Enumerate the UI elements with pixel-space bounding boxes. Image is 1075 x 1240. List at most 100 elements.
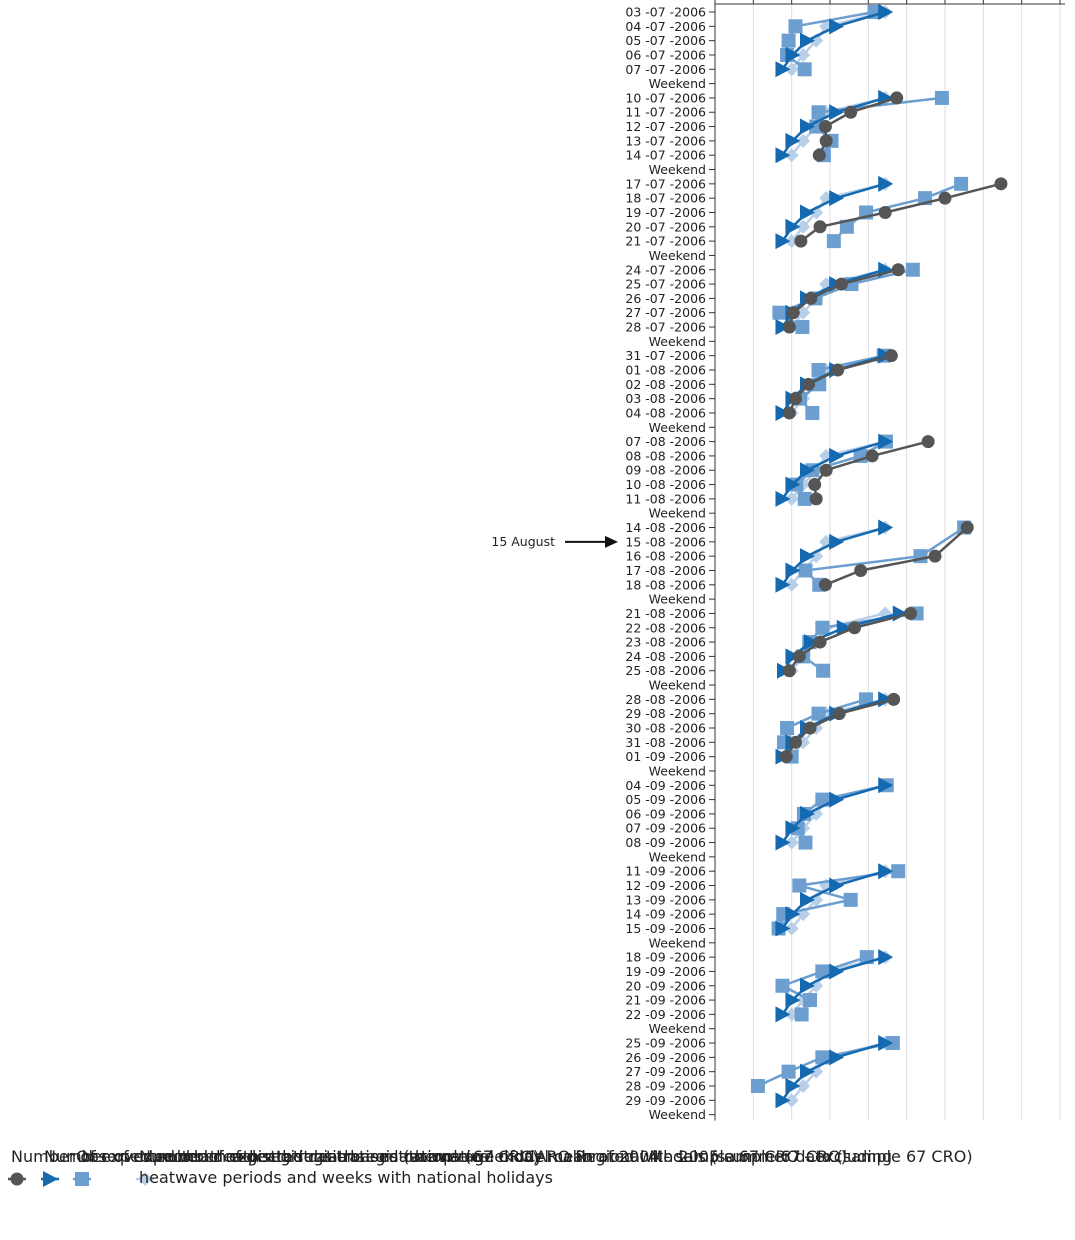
x-tick-label: 04 -07 -2006 [625,19,706,34]
data-point-s2 [792,878,807,893]
data-point-s3 [878,1035,894,1052]
x-tick-label: 31 -07 -2006 [625,348,706,363]
x-tick-label: 17 -07 -2006 [625,176,706,191]
data-point-s4 [786,306,800,320]
data-point-s2 [781,33,796,48]
data-point-s2 [891,864,906,879]
data-point-s2 [788,19,803,34]
x-tick-label: 27 -09 -2006 [625,1064,706,1079]
data-point-s3 [785,476,801,493]
x-tick-label: 28 -08 -2006 [625,692,706,707]
data-point-s3 [829,18,845,35]
x-tick-label: Weekend [649,1107,706,1122]
data-point-s4 [844,105,858,119]
data-point-s3 [800,891,815,908]
x-tick-label: 21 -09 -2006 [625,993,706,1008]
data-point-s3 [829,963,845,980]
data-point-s3 [878,949,894,966]
data-point-s4 [832,707,846,721]
data-point-s3 [800,204,815,221]
x-tick-label: 30 -08 -2006 [625,721,706,736]
x-tick-label: 07 -08 -2006 [625,434,706,449]
data-point-s2 [811,105,826,120]
data-point-s2 [797,491,812,506]
data-point-s3 [775,490,791,507]
legend-label-line: Number of expected death registrations –… [11,1147,847,1166]
x-tick-label: 17 -08 -2006 [625,563,706,578]
x-tick-label: 13 -07 -2006 [625,133,706,148]
data-point-s3 [836,619,852,636]
x-tick-label: Weekend [649,678,706,693]
x-tick-label: 07 -07 -2006 [625,62,706,77]
x-tick-label: 21 -08 -2006 [625,606,706,621]
x-tick-label: 12 -09 -2006 [625,878,706,893]
data-point-s3 [785,820,801,837]
x-tick-label: Weekend [649,763,706,778]
data-point-s3 [803,634,819,651]
data-point-s3 [878,863,894,880]
plot-area: 55050045040035030025020015010003 -07 -20… [8,0,1065,1187]
data-point-s2 [811,706,826,721]
x-tick-label: Weekend [649,935,706,950]
x-tick-label: 15 -08 -2006 [625,534,706,549]
x-tick-label: 26 -07 -2006 [625,291,706,306]
x-tick-label: 11 -09 -2006 [625,864,706,879]
data-point-s3 [775,147,791,164]
data-point-s3 [800,118,815,135]
legend-label-line: Observed number of death registrations (… [76,1147,539,1166]
x-tick-label: Weekend [649,162,706,177]
data-point-s4 [789,735,802,749]
data-point-s3 [785,132,801,149]
x-tick-label: 05 -09 -2006 [625,792,706,807]
x-tick-label: 10 -08 -2006 [625,477,706,492]
data-point-s4 [928,549,942,563]
series-line-2 [804,526,965,586]
data-point-s4 [818,120,832,134]
data-point-s4 [891,263,905,277]
x-tick-label: 11 -08 -2006 [625,491,706,506]
x-tick-label: 24 -08 -2006 [625,649,706,664]
data-point-s3 [800,805,815,822]
data-point-s4 [782,664,796,678]
data-point-s2 [750,1079,765,1093]
legend-label: Observed number of death registrations (… [76,1147,539,1166]
data-point-s2 [775,978,790,993]
data-point-s2 [839,219,854,234]
x-tick-label: 18 -07 -2006 [625,191,706,206]
data-point-s3 [785,562,801,579]
data-point-s4 [802,377,816,391]
data-point-s2 [780,721,795,735]
x-tick-label: 14 -09 -2006 [625,907,706,922]
x-tick-label: Weekend [649,506,706,521]
legend-swatch-marker [10,1172,24,1186]
data-point-s4 [794,234,808,248]
data-point-s3 [800,32,815,49]
data-point-s4 [813,635,827,649]
data-point-s4 [779,750,793,764]
data-point-s3 [829,104,845,121]
x-tick-label: 05 -07 -2006 [625,33,706,48]
data-point-s3 [775,834,791,851]
data-point-s3 [785,906,801,923]
data-point-s3 [878,433,894,450]
data-point-s4 [818,578,832,592]
data-point-s4 [782,320,796,334]
x-tick-label: 16 -08 -2006 [625,549,706,564]
x-tick-label: Weekend [649,849,706,864]
x-tick-label: 15 -09 -2006 [625,921,706,936]
series-line-2 [757,1041,894,1088]
x-tick-label: 29 -08 -2006 [625,706,706,721]
data-point-s2 [797,62,812,77]
data-point-s3 [878,175,894,192]
x-tick-label: 23 -08 -2006 [625,635,706,650]
x-tick-label: 02 -08 -2006 [625,377,706,392]
data-point-s4 [812,148,826,162]
legend-label-line: Number of expected death registrations –… [44,1147,973,1166]
data-point-s3 [800,1063,815,1080]
data-point-s4 [819,134,833,148]
x-tick-label: 25 -08 -2006 [625,663,706,678]
x-tick-label: Weekend [649,592,706,607]
data-point-s2 [826,234,841,249]
legend-label: Number of expected death registrations (… [139,1147,892,1187]
